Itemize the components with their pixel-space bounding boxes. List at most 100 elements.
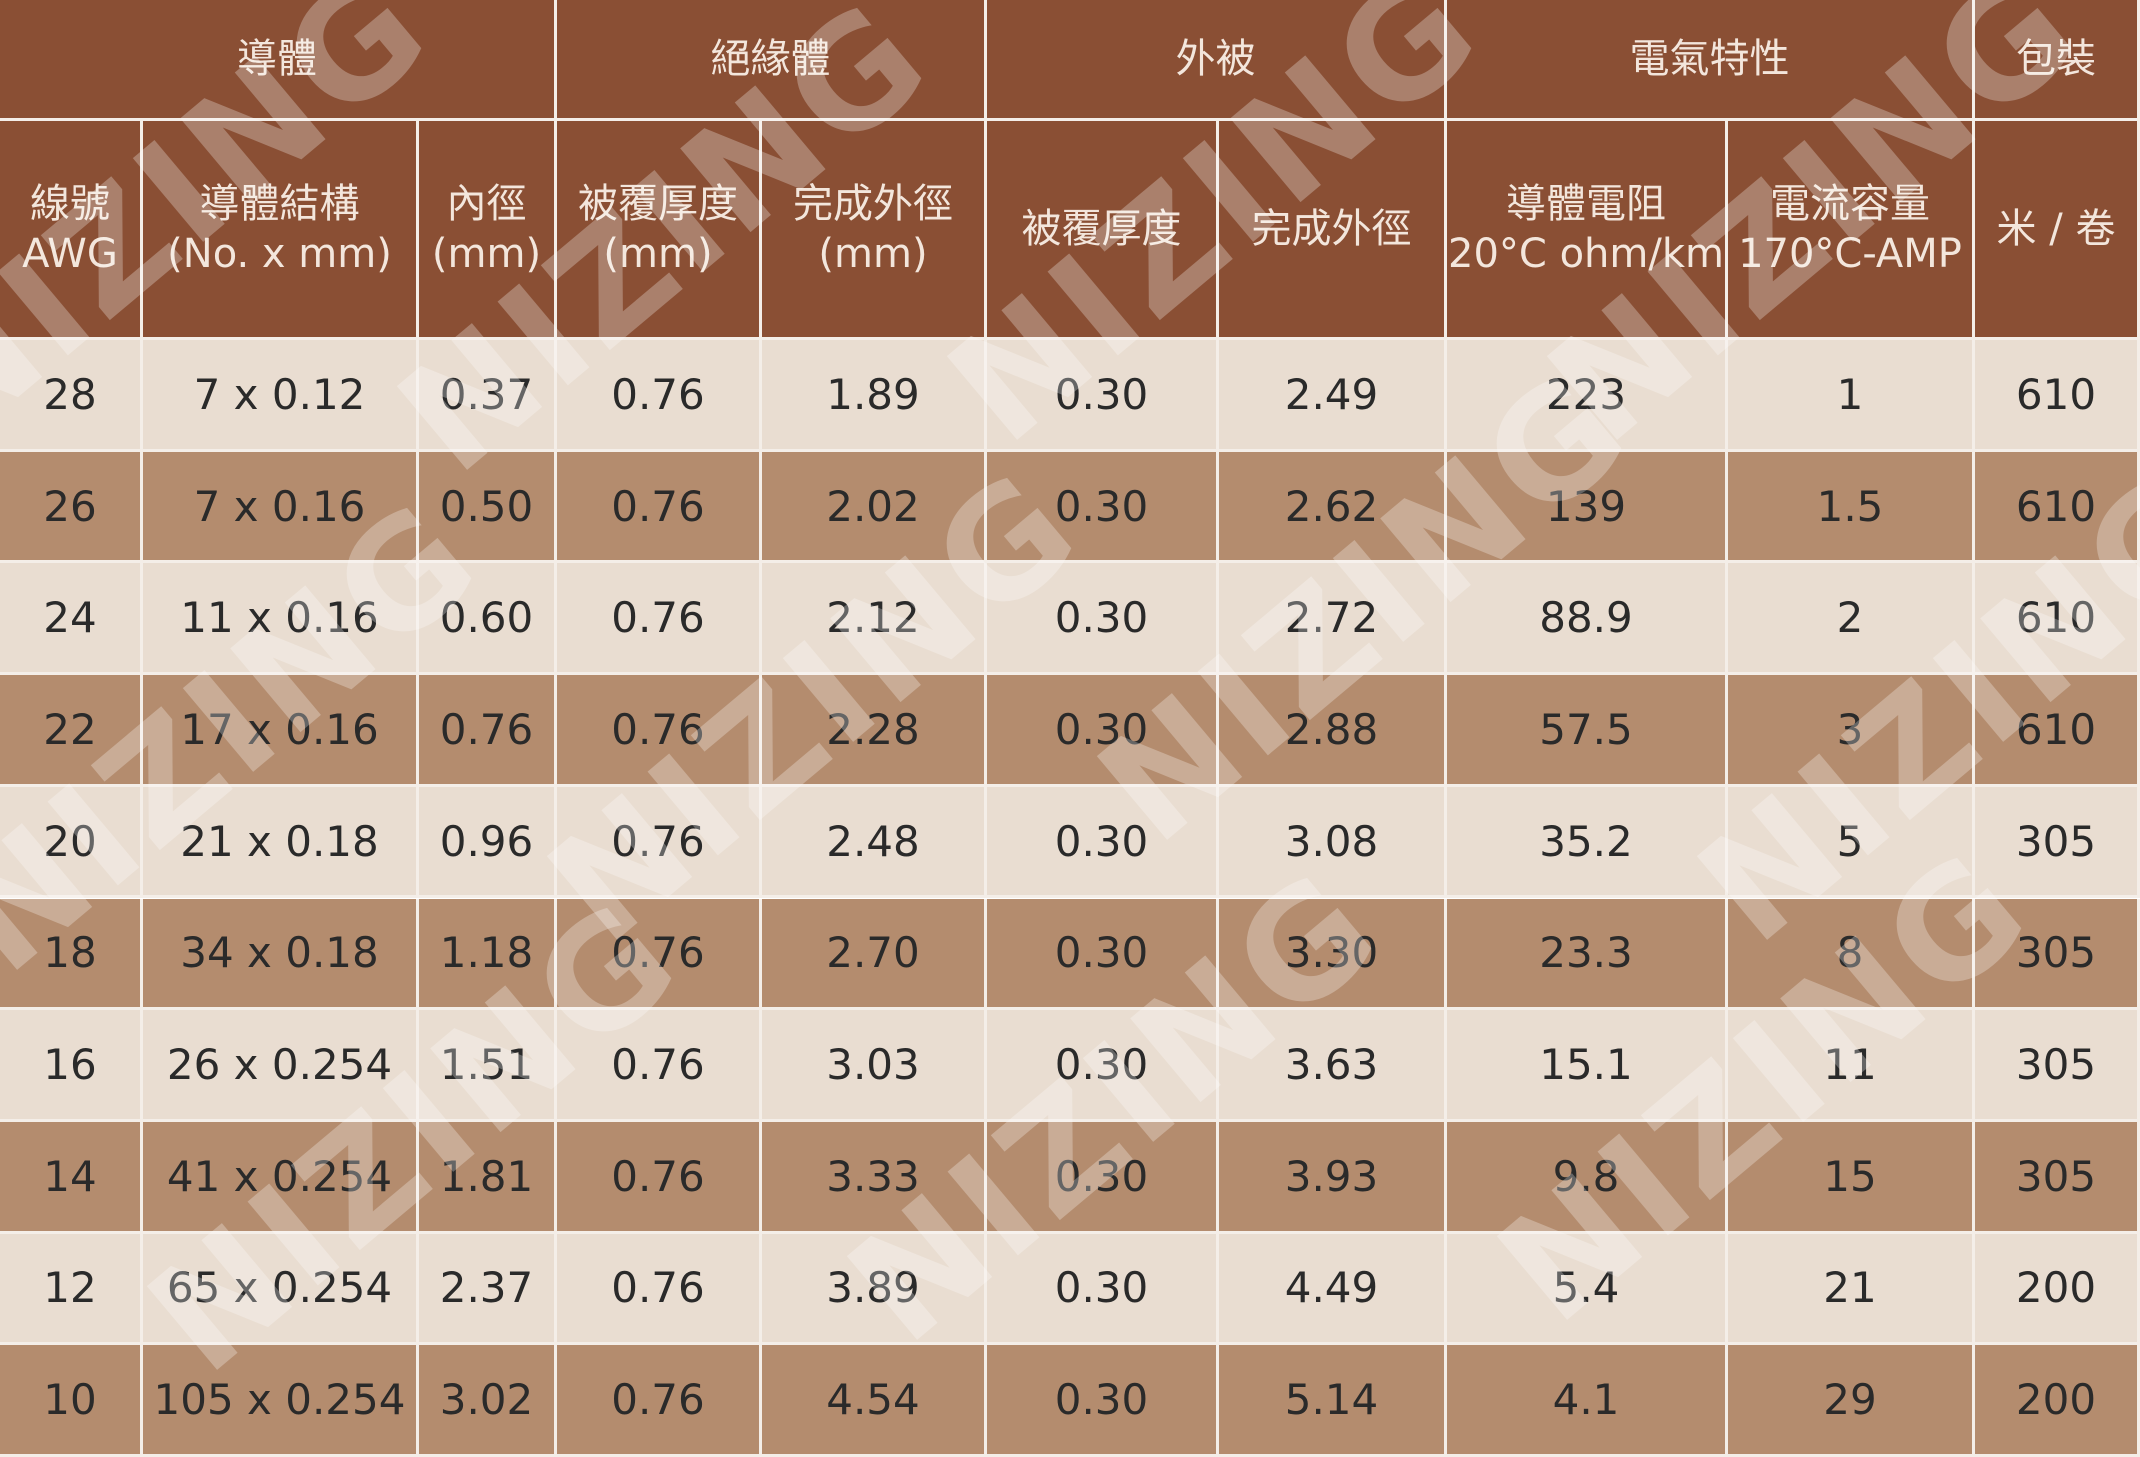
cell-text: 完成外徑 xyxy=(793,181,953,227)
data-cell: 0.76 xyxy=(557,1233,762,1346)
cell-text: 10 xyxy=(43,1375,97,1425)
cell-text: 0.76 xyxy=(611,1375,705,1425)
data-cell: 1.81 xyxy=(419,1121,557,1234)
cell-text: 0.76 xyxy=(439,704,534,754)
data-cell: 34 x 0.18 xyxy=(143,898,419,1011)
cell-text: 88.9 xyxy=(1539,593,1633,643)
cell-text: 15.1 xyxy=(1539,1040,1633,1090)
cell-text: 7 x 0.16 xyxy=(193,481,366,531)
cell-text: 2.72 xyxy=(1284,593,1379,643)
cell-text: 被覆厚度 xyxy=(578,181,738,227)
cell-text: 線號 xyxy=(30,181,110,227)
cell-text: 3.03 xyxy=(826,1040,920,1090)
data-cell: 2.02 xyxy=(762,451,987,564)
column-header: 完成外徑 (mm) xyxy=(762,121,987,340)
data-cell: 1.18 xyxy=(419,898,557,1011)
cell-text: 65 x 0.254 xyxy=(166,1263,393,1313)
cell-text: 21 xyxy=(1823,1263,1877,1313)
cell-text: 21 x 0.18 xyxy=(180,816,379,866)
cell-text: 1 xyxy=(1836,369,1864,419)
cell-text: 305 xyxy=(2015,1040,2097,1090)
data-cell: 1.5 xyxy=(1728,451,1975,564)
data-cell: 21 xyxy=(1728,1233,1975,1346)
cell-text: 3 xyxy=(1836,704,1864,754)
cell-text: 610 xyxy=(2015,593,2097,643)
cell-text: 1.5 xyxy=(1816,481,1884,531)
cell-text: 3.30 xyxy=(1284,928,1379,978)
cell-text: 2.28 xyxy=(826,704,920,754)
data-cell: 0.30 xyxy=(987,451,1219,564)
cell-text: 610 xyxy=(2015,704,2097,754)
cell-text: 223 xyxy=(1545,369,1627,419)
cell-text: 包裝 xyxy=(2016,36,2096,82)
cell-text: 16 xyxy=(43,1040,97,1090)
cell-text: 200 xyxy=(2015,1263,2097,1313)
cell-text: 2.02 xyxy=(826,481,920,531)
cell-text: 34 x 0.18 xyxy=(180,928,379,978)
cell-text: 外被 xyxy=(1175,36,1256,82)
cell-text: 2.49 xyxy=(1284,369,1379,419)
column-header: 內徑 (mm) xyxy=(419,121,557,340)
cell-text: 5.4 xyxy=(1552,1263,1620,1313)
data-cell: 139 xyxy=(1447,451,1728,564)
data-cell: 24 xyxy=(0,563,143,676)
cell-text: 米 / 卷 xyxy=(1996,206,2116,252)
data-cell: 0.76 xyxy=(557,898,762,1011)
data-cell: 1 xyxy=(1728,340,1975,452)
data-cell: 15.1 xyxy=(1447,1010,1728,1122)
cell-text: 3.33 xyxy=(826,1151,920,1201)
cell-text: 0.30 xyxy=(1054,1151,1149,1201)
data-cell: 18 xyxy=(0,898,143,1011)
cell-text: AWG xyxy=(22,231,118,277)
cell-text: 3.63 xyxy=(1284,1040,1379,1090)
cell-text: (mm) xyxy=(603,231,713,277)
cell-text: 0.30 xyxy=(1054,481,1149,531)
data-cell: 610 xyxy=(1975,675,2140,787)
column-header: 米 / 卷 xyxy=(1975,121,2140,340)
data-cell: 5 xyxy=(1728,786,1975,899)
cell-text: 0.30 xyxy=(1054,593,1149,643)
data-cell: 200 xyxy=(1975,1233,2140,1346)
cell-text: 7 x 0.12 xyxy=(193,369,366,419)
data-cell: 2.12 xyxy=(762,563,987,676)
data-cell: 0.60 xyxy=(419,563,557,676)
column-header: 電流容量 170°C-AMP xyxy=(1728,121,1975,340)
cell-text: 57.5 xyxy=(1539,704,1633,754)
cell-text: 絕緣體 xyxy=(710,36,831,82)
data-cell: 23.3 xyxy=(1447,898,1728,1011)
data-cell: 35.2 xyxy=(1447,786,1728,899)
data-cell: 0.76 xyxy=(557,563,762,676)
data-cell: 105 x 0.254 xyxy=(143,1345,419,1457)
cell-text: 29 xyxy=(1823,1375,1877,1425)
cell-text: 0.30 xyxy=(1054,1375,1149,1425)
cell-text: 1.51 xyxy=(439,1040,534,1090)
data-cell: 0.76 xyxy=(557,340,762,452)
cell-text: 0.76 xyxy=(611,816,705,866)
data-cell: 20 xyxy=(0,786,143,899)
cell-text: 139 xyxy=(1545,481,1627,531)
cell-text: 2.37 xyxy=(439,1263,534,1313)
cell-text: 305 xyxy=(2015,928,2097,978)
cell-text: 610 xyxy=(2015,481,2097,531)
column-header: 導體結構 (No. x mm) xyxy=(143,121,419,340)
data-cell: 65 x 0.254 xyxy=(143,1233,419,1346)
group-header: 包裝 xyxy=(1975,0,2140,121)
data-cell: 5.4 xyxy=(1447,1233,1728,1346)
cell-text: 35.2 xyxy=(1539,816,1633,866)
data-cell: 305 xyxy=(1975,786,2140,899)
cell-text: 18 xyxy=(43,928,97,978)
data-cell: 3.89 xyxy=(762,1233,987,1346)
cell-text: 0.76 xyxy=(611,704,705,754)
cell-text: 3.02 xyxy=(439,1375,534,1425)
data-cell: 0.76 xyxy=(557,1345,762,1457)
data-cell: 0.76 xyxy=(557,1010,762,1122)
group-header: 外被 xyxy=(987,0,1447,121)
data-cell: 0.30 xyxy=(987,1233,1219,1346)
cell-text: 2.70 xyxy=(826,928,920,978)
data-cell: 1.89 xyxy=(762,340,987,452)
data-cell: 41 x 0.254 xyxy=(143,1121,419,1234)
data-cell: 200 xyxy=(1975,1345,2140,1457)
data-cell: 0.30 xyxy=(987,1010,1219,1122)
data-cell: 2.48 xyxy=(762,786,987,899)
cell-text: 導體電阻 xyxy=(1506,181,1666,227)
